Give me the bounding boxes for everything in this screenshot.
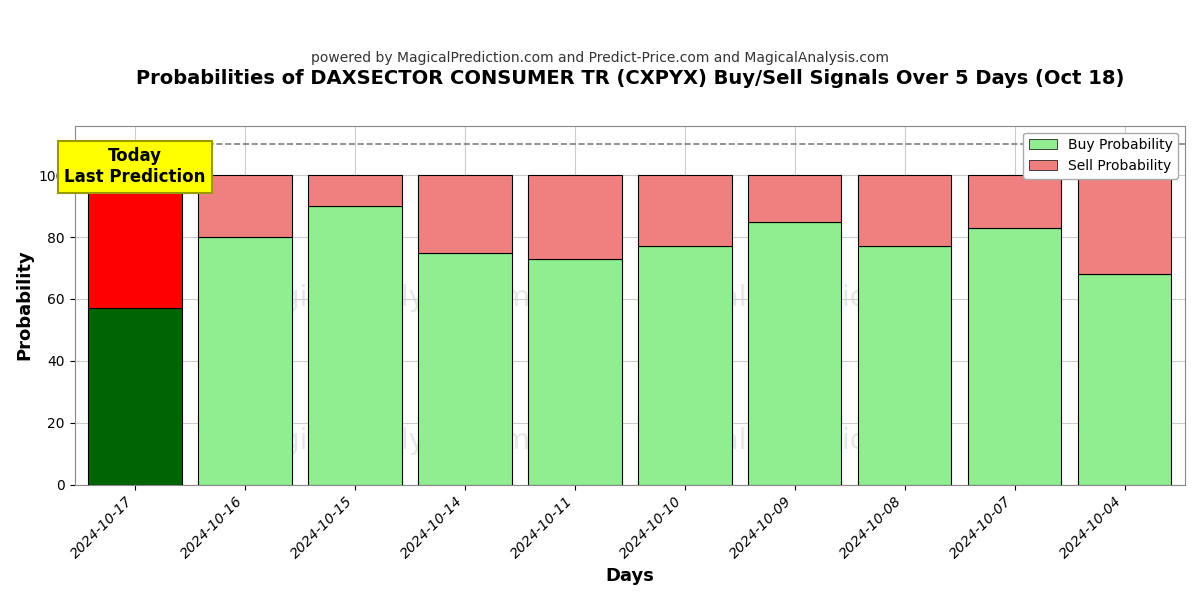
Bar xyxy=(748,175,841,221)
Y-axis label: Probability: Probability xyxy=(16,250,34,361)
Bar xyxy=(528,175,622,259)
Bar xyxy=(968,175,1061,228)
Bar xyxy=(968,228,1061,485)
Bar xyxy=(638,247,732,485)
Bar xyxy=(528,259,622,485)
Bar xyxy=(858,175,952,247)
Title: Probabilities of DAXSECTOR CONSUMER TR (CXPYX) Buy/Sell Signals Over 5 Days (Oct: Probabilities of DAXSECTOR CONSUMER TR (… xyxy=(136,69,1124,88)
Bar xyxy=(198,175,292,237)
Bar xyxy=(419,253,511,485)
Bar xyxy=(419,175,511,253)
Bar xyxy=(1078,175,1171,274)
Text: MagicalPrediction.com: MagicalPrediction.com xyxy=(640,284,953,312)
Bar xyxy=(89,175,182,308)
Bar xyxy=(308,206,402,485)
Bar xyxy=(1078,274,1171,485)
Legend: Buy Probability, Sell Probability: Buy Probability, Sell Probability xyxy=(1024,133,1178,179)
X-axis label: Days: Days xyxy=(605,567,654,585)
Text: MagicalAnalysis.com: MagicalAnalysis.com xyxy=(241,284,530,312)
Bar xyxy=(198,237,292,485)
Bar xyxy=(858,247,952,485)
Text: MagicalAnalysis.com: MagicalAnalysis.com xyxy=(241,427,530,455)
Text: powered by MagicalPrediction.com and Predict-Price.com and MagicalAnalysis.com: powered by MagicalPrediction.com and Pre… xyxy=(311,51,889,65)
Bar xyxy=(638,175,732,247)
Bar xyxy=(89,308,182,485)
Text: MagicalPrediction.com: MagicalPrediction.com xyxy=(640,427,953,455)
Text: Today
Last Prediction: Today Last Prediction xyxy=(65,148,206,186)
Bar xyxy=(748,221,841,485)
Bar xyxy=(308,175,402,206)
